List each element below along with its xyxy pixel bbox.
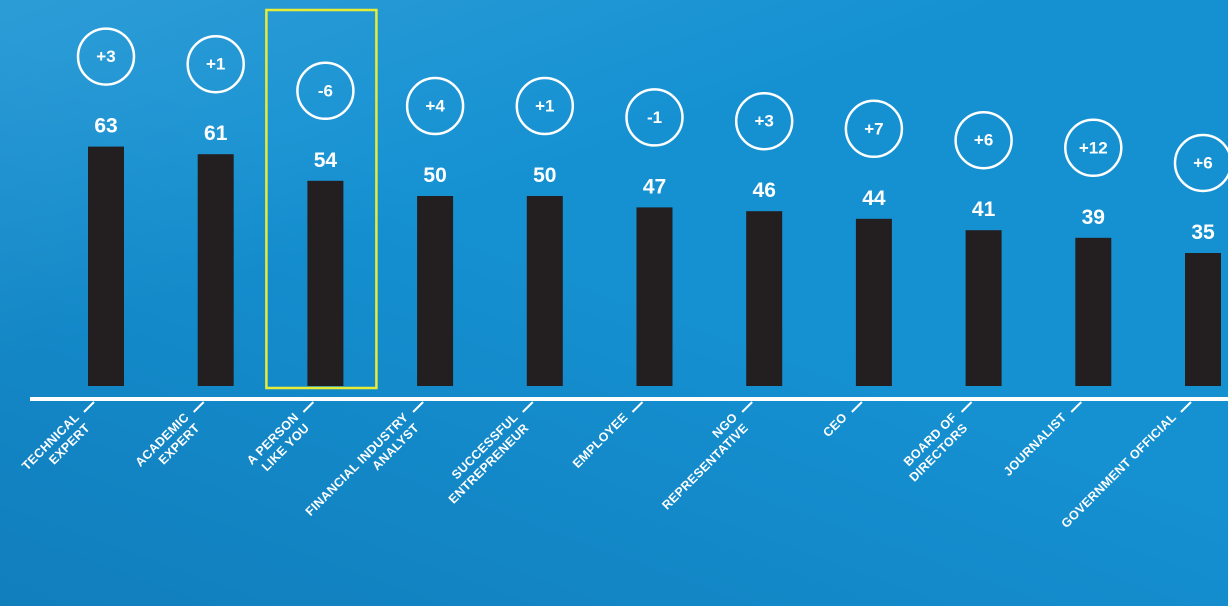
highlight-box xyxy=(265,8,378,390)
category-label-line: EMPLOYEE xyxy=(570,410,631,471)
category-label: JOURNALIST xyxy=(1001,410,1070,479)
change-label: +6 xyxy=(1193,154,1212,173)
bar xyxy=(417,196,454,386)
bar xyxy=(1185,253,1221,386)
bars-group xyxy=(88,146,1221,386)
category-label-line: REPRESENTATIVE xyxy=(659,421,751,513)
category-label: SUCCESSFULENTREPRENEUR xyxy=(435,410,531,506)
category-label-line: JOURNALIST xyxy=(1001,410,1070,479)
value-label: 44 xyxy=(862,187,886,210)
change-badge-circle xyxy=(76,27,136,86)
category-labels-group: TECHNICALEXPERT ACADEMICEXPERT A PERSONLIK… xyxy=(19,401,1192,531)
change-badge-circle xyxy=(186,34,245,94)
category-label: ACADEMICEXPERT xyxy=(133,410,203,480)
change-label: +6 xyxy=(974,131,993,150)
bar xyxy=(88,146,124,386)
axis-tick xyxy=(960,401,973,413)
category-label-line: GOVERNMENT OFFICIAL xyxy=(1059,410,1180,531)
value-labels-group: 63 61 54 50 50 47 46 44 41 39 35 xyxy=(94,115,1215,244)
value-label: 47 xyxy=(643,175,666,198)
change-label: +1 xyxy=(206,55,225,74)
axis-tick xyxy=(522,401,534,413)
axis-tick xyxy=(302,401,315,413)
value-label: 41 xyxy=(972,198,996,221)
axis-tick xyxy=(851,401,863,413)
axis-tick xyxy=(412,401,424,413)
change-label: +4 xyxy=(425,97,445,116)
change-badge-circle xyxy=(1064,118,1123,178)
category-label: GOVERNMENT OFFICIAL xyxy=(1059,410,1180,531)
change-badge-circle xyxy=(405,76,465,136)
change-badge-circle xyxy=(515,76,575,136)
change-badge-circle xyxy=(1173,133,1228,193)
category-label: TECHNICALEXPERT xyxy=(19,410,93,484)
change-label: +3 xyxy=(96,47,115,66)
change-badge-circle xyxy=(954,110,1013,170)
change-label: +7 xyxy=(864,119,883,138)
change-label: -1 xyxy=(647,108,662,127)
value-label: 50 xyxy=(533,164,556,187)
change-label: -6 xyxy=(318,81,333,100)
category-label: A PERSONLIKE YOU xyxy=(244,410,312,478)
category-label: EMPLOYEE xyxy=(570,410,631,471)
value-label: 39 xyxy=(1082,206,1105,229)
bar xyxy=(307,180,344,386)
change-badge-circle xyxy=(844,99,904,159)
value-label: 50 xyxy=(423,164,446,187)
bar xyxy=(197,154,234,386)
bar xyxy=(855,218,892,386)
bar xyxy=(526,196,563,386)
change-badge-circle xyxy=(625,88,684,147)
change-label: +1 xyxy=(535,97,554,116)
category-label: BOARD OFDIRECTORS xyxy=(896,410,970,484)
bar xyxy=(965,230,1002,386)
bar xyxy=(1075,237,1112,386)
category-label-line: FINANCIAL INDUSTRY xyxy=(303,410,412,519)
category-label: CEO xyxy=(820,410,850,440)
change-badge-circle xyxy=(734,91,794,151)
category-label-line: CEO xyxy=(820,410,850,440)
axis-tick xyxy=(741,401,753,413)
value-label: 46 xyxy=(753,179,776,202)
value-label: 61 xyxy=(204,122,228,145)
change-label: +12 xyxy=(1079,138,1108,157)
axis-tick xyxy=(631,401,644,413)
axis-tick xyxy=(83,401,95,413)
axis-tick xyxy=(1180,401,1192,413)
change-label: +3 xyxy=(755,112,774,131)
value-label: 35 xyxy=(1191,221,1215,244)
category-label: FINANCIAL INDUSTRYANALYST xyxy=(303,410,422,529)
axis-tick xyxy=(192,401,205,413)
change-badge-circle xyxy=(296,61,355,121)
value-label: 54 xyxy=(314,149,338,172)
bar xyxy=(636,207,673,386)
axis-tick xyxy=(1070,401,1083,413)
bar xyxy=(746,211,783,386)
value-label: 63 xyxy=(94,115,117,138)
category-label: NGOREPRESENTATIVE xyxy=(649,410,751,512)
change-badges-group: +3 +1 -6 +4 +1 -1 +3 +7 +6 +12 +6 xyxy=(76,27,1228,193)
